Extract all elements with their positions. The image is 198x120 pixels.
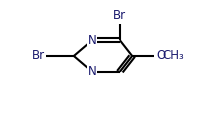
Text: CH₃: CH₃ — [162, 49, 184, 63]
Text: Br: Br — [31, 49, 45, 63]
Text: Br: Br — [113, 9, 127, 22]
Text: N: N — [88, 34, 97, 47]
Text: O: O — [156, 49, 165, 63]
Text: N: N — [88, 65, 97, 78]
